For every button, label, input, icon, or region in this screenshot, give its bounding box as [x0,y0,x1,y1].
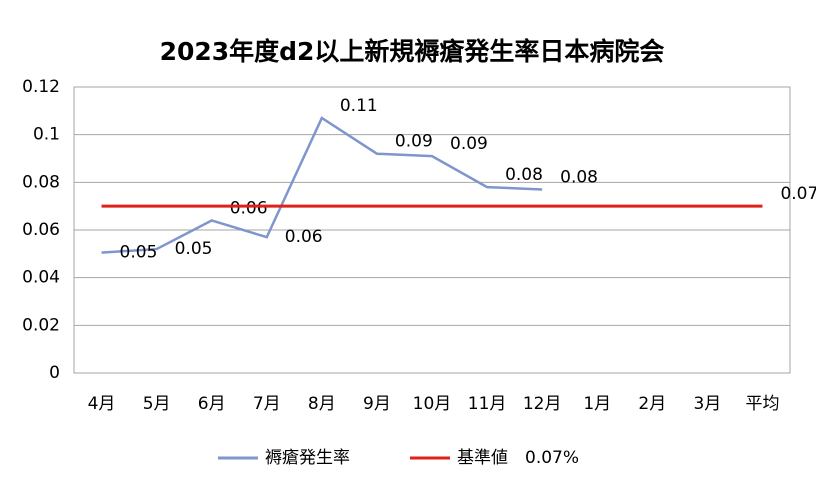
x-tick-label: 12月 [523,394,562,414]
x-tick-label: 4月 [88,394,116,414]
x-tick-label: 6月 [198,394,226,414]
x-tick-label: 5月 [143,394,171,414]
data-label: 0.09 [395,132,433,152]
x-tick-label: 11月 [468,394,507,414]
y-tick-label: 0.06 [22,220,60,240]
y-tick-label: 0 [49,363,60,383]
x-tick-label: 1月 [583,394,611,414]
legend-label: 基準値 0.07% [457,448,579,468]
y-tick-label: 0.04 [22,268,60,288]
plot-border [73,86,791,374]
y-tick-label: 0.08 [22,172,60,192]
data-label: 0.06 [230,198,268,218]
x-tick-label: 平均 [745,394,779,414]
data-label: 0.07 [780,184,816,204]
legend-label: 褥瘡発生率 [265,448,350,468]
x-tick-label: 8月 [308,394,336,414]
x-tick-label: 9月 [363,394,391,414]
data-label: 0.08 [560,167,598,187]
y-tick-label: 0.1 [33,125,60,145]
data-label: 0.11 [340,96,378,116]
x-tick-label: 2月 [638,394,666,414]
data-label: 0.09 [450,134,488,154]
data-label: 0.05 [120,243,158,263]
series-line [101,116,543,254]
data-label: 0.08 [505,165,543,185]
y-tick-label: 0.12 [22,77,60,97]
x-tick-label: 10月 [413,394,452,414]
data-label: 0.05 [175,239,213,259]
x-tick-label: 7月 [253,394,281,414]
chart-title: 2023年度d2以上新規褥瘡発生率日本病院会 [160,37,665,66]
x-tick-label: 3月 [693,394,721,414]
y-tick-label: 0.02 [22,315,60,335]
data-label: 0.06 [285,227,323,247]
